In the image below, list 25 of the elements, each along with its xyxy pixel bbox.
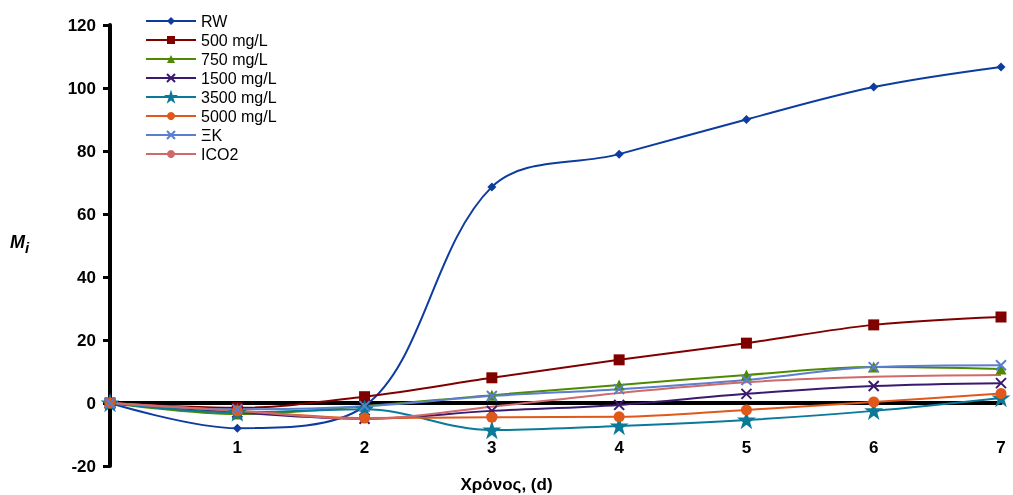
legend-label: RW [201,12,229,30]
y-axis-title: M$_{i}$ [10,232,30,256]
x-axis-title: Χρόνος, (d) [460,475,553,494]
y-tick-label: 100 [67,78,96,98]
y-tick-label: 20 [77,330,96,350]
y-tick-label: 80 [77,141,96,161]
x-tick-label: 1 [232,438,243,457]
x-tick-label: 3 [487,438,497,457]
y-tick-label: 0 [86,393,96,413]
legend-label: ICO2 [201,145,239,163]
x-tick-label: 4 [614,438,625,457]
legend-label: 5000 mg/L [201,107,277,125]
x-tick-label: 2 [359,438,370,457]
legend-label: 500 mg/L [201,31,268,49]
legend-label: 750 mg/L [201,50,268,68]
y-tick-label: 120 [67,15,96,35]
legend-label: 1500 mg/L [201,69,277,87]
legend-label: ΞΚ [201,126,223,144]
y-tick-label: -20 [71,456,96,476]
x-tick-label: 5 [741,438,752,457]
y-tick-label: 40 [77,267,96,287]
x-tick-label: 6 [868,438,879,457]
x-tick-label: 7 [996,438,1006,457]
legend-label: 3500 mg/L [201,88,277,106]
y-tick-label: 60 [77,204,96,224]
